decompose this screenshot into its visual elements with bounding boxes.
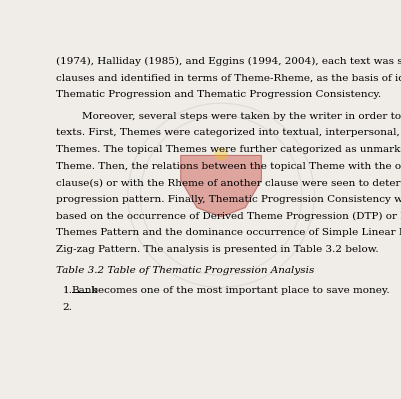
Text: Themes Pattern and the dominance occurrence of Simple Linear Pattern (SLP) or: Themes Pattern and the dominance occurre… (56, 228, 401, 237)
Text: based on the occurrence of Derived Theme Progression (DTP) or Multiple: based on the occurrence of Derived Theme… (56, 211, 401, 221)
Text: Moreover, several steps were taken by the writer in order to analyze the: Moreover, several steps were taken by th… (56, 112, 401, 121)
Text: Themes. The topical Themes were further categorized as unmarked and marked: Themes. The topical Themes were further … (56, 145, 401, 154)
Text: clauses and identified in terms of Theme-Rheme, as the basis of identifying: clauses and identified in terms of Theme… (56, 74, 401, 83)
Text: clause(s) or with the Rheme of another clause were seen to determine the themati: clause(s) or with the Rheme of another c… (56, 178, 401, 187)
Text: Theme. Then, the relations between the topical Theme with the one in following: Theme. Then, the relations between the t… (56, 162, 401, 171)
Text: (1974), Halliday (1985), and Eggins (1994, 2004), each text was segmented into: (1974), Halliday (1985), and Eggins (199… (56, 57, 401, 66)
Text: becomes one of the most important place to save money.: becomes one of the most important place … (88, 286, 390, 295)
Polygon shape (181, 155, 261, 217)
Text: Thematic Progression and Thematic Progression Consistency.: Thematic Progression and Thematic Progre… (56, 90, 381, 99)
Text: 1.: 1. (63, 286, 73, 295)
Circle shape (214, 147, 228, 161)
Text: texts. First, Themes were categorized into textual, interpersonal, and topical: texts. First, Themes were categorized in… (56, 128, 401, 137)
Text: progression pattern. Finally, Thematic Progression Consistency was determined: progression pattern. Finally, Thematic P… (56, 195, 401, 204)
Text: Zig-zag Pattern. The analysis is presented in Table 3.2 below.: Zig-zag Pattern. The analysis is present… (56, 245, 379, 254)
Text: Table 3.2 Table of Thematic Progression Analysis: Table 3.2 Table of Thematic Progression … (56, 266, 315, 275)
Text: Bank: Bank (72, 286, 99, 295)
Text: 2.: 2. (63, 302, 73, 312)
